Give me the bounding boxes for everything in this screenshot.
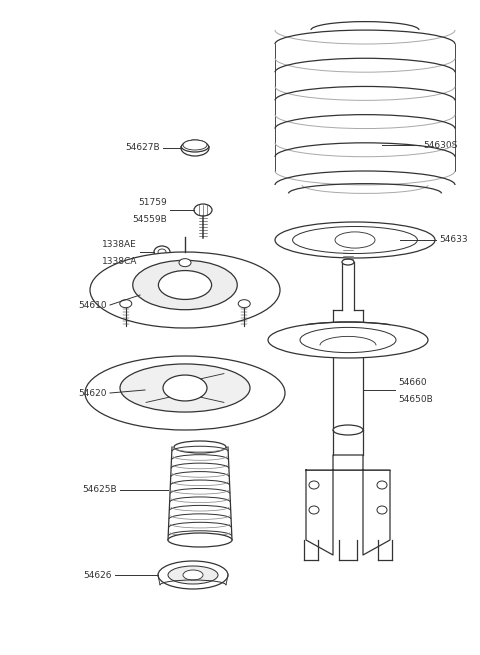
Ellipse shape: [181, 140, 209, 156]
Ellipse shape: [120, 300, 132, 308]
Ellipse shape: [174, 441, 226, 453]
Ellipse shape: [377, 481, 387, 489]
Text: 54626: 54626: [84, 571, 112, 580]
Ellipse shape: [268, 322, 428, 358]
Text: 54559B: 54559B: [132, 215, 167, 224]
Text: 54650B: 54650B: [398, 395, 433, 404]
Ellipse shape: [194, 204, 212, 216]
Text: 54620: 54620: [79, 388, 107, 398]
Ellipse shape: [158, 271, 212, 299]
Ellipse shape: [183, 140, 207, 150]
Ellipse shape: [85, 356, 285, 430]
Text: 54660: 54660: [398, 378, 427, 387]
Ellipse shape: [300, 328, 396, 352]
Text: 54610: 54610: [78, 301, 107, 310]
Ellipse shape: [342, 259, 354, 265]
Ellipse shape: [133, 260, 237, 310]
Text: 1338CA: 1338CA: [102, 257, 137, 266]
Ellipse shape: [158, 561, 228, 589]
Ellipse shape: [238, 300, 250, 308]
Text: 1338AE: 1338AE: [102, 240, 137, 249]
Ellipse shape: [183, 570, 203, 580]
Ellipse shape: [168, 533, 232, 547]
Ellipse shape: [335, 232, 375, 248]
Ellipse shape: [179, 259, 191, 267]
Ellipse shape: [90, 252, 280, 328]
Text: 54627B: 54627B: [125, 143, 160, 153]
Ellipse shape: [158, 249, 166, 255]
Ellipse shape: [333, 425, 363, 435]
Ellipse shape: [293, 227, 418, 253]
Ellipse shape: [309, 481, 319, 489]
Ellipse shape: [309, 506, 319, 514]
Text: 54630S: 54630S: [423, 141, 457, 149]
Ellipse shape: [168, 566, 218, 584]
Ellipse shape: [154, 246, 170, 258]
Text: 54633: 54633: [439, 236, 468, 244]
Text: 51759: 51759: [138, 198, 167, 207]
Text: 54625B: 54625B: [83, 485, 117, 495]
Ellipse shape: [163, 375, 207, 401]
Ellipse shape: [120, 364, 250, 412]
Ellipse shape: [377, 506, 387, 514]
Ellipse shape: [275, 222, 435, 258]
